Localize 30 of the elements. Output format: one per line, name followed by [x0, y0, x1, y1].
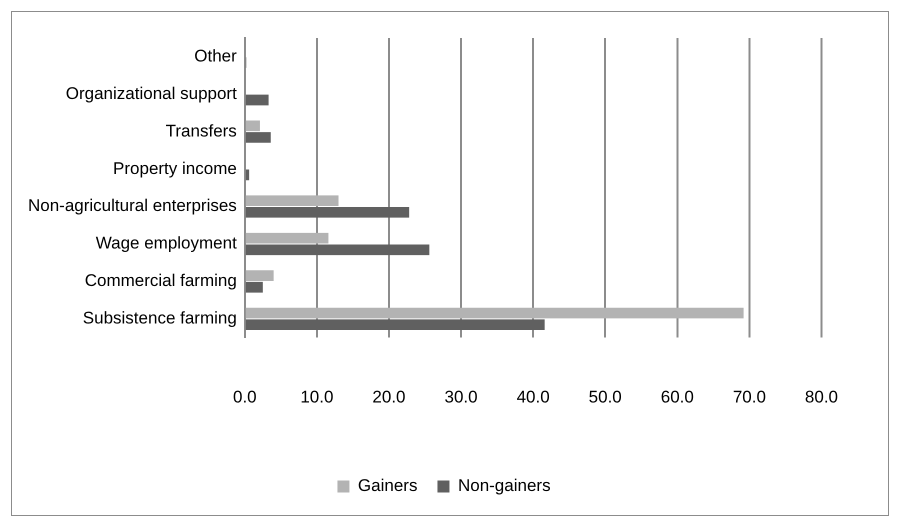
- y-tick-label: Commercial farming: [84, 271, 237, 290]
- bar: [246, 244, 430, 256]
- y-tick-label: Organizational support: [66, 84, 238, 103]
- x-tick-label: 40.0: [516, 387, 550, 406]
- bar: [246, 282, 263, 293]
- x-tick-label: 30.0: [444, 387, 478, 406]
- x-tick-label: 60.0: [660, 387, 694, 406]
- x-tick-label: 20.0: [372, 387, 406, 406]
- bar: [246, 195, 339, 206]
- bar: [246, 308, 744, 318]
- x-tick-label: 10.0: [300, 387, 334, 406]
- bar: [246, 270, 274, 281]
- legend-label: Non-gainers: [458, 476, 551, 496]
- x-tick-label: 0.0: [232, 387, 257, 406]
- y-tick-label: Wage employment: [96, 234, 238, 253]
- bar: [246, 94, 269, 106]
- legend-label: Gainers: [358, 476, 418, 496]
- y-tick-label: Property income: [113, 158, 237, 178]
- x-tick-label: 80.0: [804, 387, 838, 406]
- bar: [246, 319, 545, 330]
- y-tick-label: Other: [194, 46, 238, 66]
- y-tick-label: Transfers: [166, 121, 237, 140]
- y-tick-label: Non-agricultural enterprises: [28, 196, 237, 216]
- bar: [246, 120, 260, 132]
- bar: [246, 206, 410, 218]
- bar: [246, 132, 271, 143]
- x-tick-label: 70.0: [732, 387, 766, 406]
- x-tick-label: 50.0: [588, 387, 622, 406]
- bar: [246, 232, 328, 244]
- y-tick-label: Subsistence farming: [82, 308, 237, 328]
